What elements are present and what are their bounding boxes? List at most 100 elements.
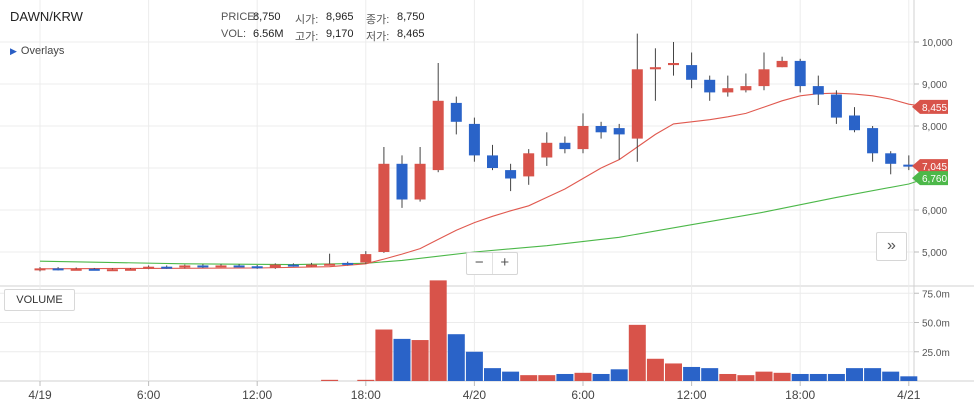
volume-bar: [827, 373, 845, 381]
volume-bar: [701, 368, 719, 381]
candle-body[interactable]: [432, 100, 444, 171]
x-tick-label: 6:00: [137, 388, 161, 402]
overlays-toggle[interactable]: ▶ Overlays: [10, 45, 64, 57]
candle-body[interactable]: [414, 163, 426, 200]
candle-body[interactable]: [215, 265, 227, 268]
triangle-right-icon: ▶: [10, 46, 17, 56]
price-tag-label: 7,045: [922, 162, 947, 173]
volume-bar: [502, 371, 520, 381]
price-tag-label: 8,455: [922, 103, 947, 114]
candle-body[interactable]: [613, 128, 625, 135]
zoom-in-button[interactable]: +: [491, 253, 518, 274]
volume-bar: [592, 373, 610, 381]
candle-body[interactable]: [487, 155, 498, 168]
volume-bar: [882, 371, 900, 381]
candle-body[interactable]: [849, 115, 860, 131]
candle-body[interactable]: [885, 153, 897, 164]
volume-bar: [484, 368, 501, 381]
volume-bar: [610, 369, 628, 381]
candle-body[interactable]: [378, 163, 390, 252]
candle-body[interactable]: [812, 86, 824, 95]
candle-body[interactable]: [450, 102, 462, 122]
x-tick-label: 18:00: [785, 388, 815, 402]
candle-body[interactable]: [867, 128, 879, 154]
candle-body[interactable]: [541, 142, 553, 158]
candle-body[interactable]: [704, 79, 716, 93]
price-tag-label: 6,760: [922, 174, 947, 185]
volume-bar: [574, 372, 592, 381]
volume-label[interactable]: VOLUME: [4, 289, 75, 311]
price-tag: [912, 171, 948, 186]
volume-tick-label: 25.0m: [922, 348, 950, 359]
candle-body[interactable]: [776, 60, 788, 68]
candle-body[interactable]: [559, 142, 571, 150]
x-tick-label: 4/21: [897, 388, 921, 402]
candle-body[interactable]: [179, 265, 191, 268]
price-tick-label: 9,000: [922, 80, 947, 91]
candle-body[interactable]: [505, 170, 517, 179]
high-value: 9,170: [326, 28, 354, 40]
candle-body[interactable]: [668, 63, 679, 66]
candle-body[interactable]: [722, 88, 734, 93]
volume-bar: [411, 340, 429, 381]
candle-body[interactable]: [794, 60, 806, 87]
candle-body[interactable]: [125, 268, 136, 271]
candle-body[interactable]: [88, 268, 100, 271]
volume-bar: [665, 363, 682, 381]
close-value: 8,750: [397, 11, 425, 23]
x-tick-label: 18:00: [351, 388, 381, 402]
candle-body[interactable]: [269, 264, 281, 268]
candle-body[interactable]: [306, 264, 317, 267]
low-label: 저가:: [366, 31, 390, 43]
price-tick-label: 8,000: [922, 122, 947, 133]
volume-bar: [357, 379, 375, 381]
volume-bar: [375, 329, 393, 381]
zoom-out-button[interactable]: −: [474, 254, 484, 271]
candle-body[interactable]: [577, 126, 589, 150]
candle-body[interactable]: [143, 266, 155, 269]
candle-body[interactable]: [197, 265, 209, 268]
candle-body[interactable]: [631, 69, 643, 139]
scroll-to-latest-button[interactable]: »: [876, 232, 907, 261]
candle-body[interactable]: [686, 65, 698, 80]
candle-body[interactable]: [324, 263, 336, 266]
candle-body[interactable]: [523, 153, 535, 177]
volume-bar: [683, 366, 701, 381]
open-label: 시가:: [295, 14, 319, 26]
volume-bar: [755, 371, 773, 381]
candle-body[interactable]: [595, 126, 607, 133]
candle-body[interactable]: [106, 269, 118, 272]
candle-body[interactable]: [52, 268, 64, 271]
low-value: 8,465: [397, 28, 425, 40]
volume-bar: [429, 280, 447, 381]
x-tick-label: 12:00: [242, 388, 272, 402]
volume-bar: [900, 376, 918, 381]
price-tick-label: 5,000: [922, 248, 947, 259]
candle-body[interactable]: [287, 264, 299, 267]
volume-bar: [538, 375, 556, 381]
candle-body[interactable]: [758, 69, 770, 87]
volume-tick-label: 50.0m: [922, 319, 950, 330]
price-tick-label: 6,000: [922, 206, 947, 217]
candle-body[interactable]: [251, 266, 263, 269]
volume-bar: [556, 373, 574, 381]
volume-bar: [864, 368, 882, 381]
candle-body[interactable]: [34, 268, 46, 271]
candle-body[interactable]: [468, 123, 480, 156]
candle-body[interactable]: [396, 163, 408, 200]
candle-body[interactable]: [649, 67, 661, 70]
high-label: 고가:: [295, 31, 319, 43]
candle-body[interactable]: [70, 268, 82, 271]
close-label: 종가:: [366, 14, 390, 26]
vol-value: 6.56M: [253, 28, 284, 40]
candle-body[interactable]: [830, 94, 842, 118]
candle-body[interactable]: [740, 86, 752, 91]
candle-body[interactable]: [161, 266, 173, 269]
volume-bar: [321, 379, 339, 381]
candle-body[interactable]: [342, 262, 354, 265]
candle-body[interactable]: [903, 164, 915, 167]
candle-body[interactable]: [360, 254, 372, 263]
candle-body[interactable]: [233, 265, 245, 268]
